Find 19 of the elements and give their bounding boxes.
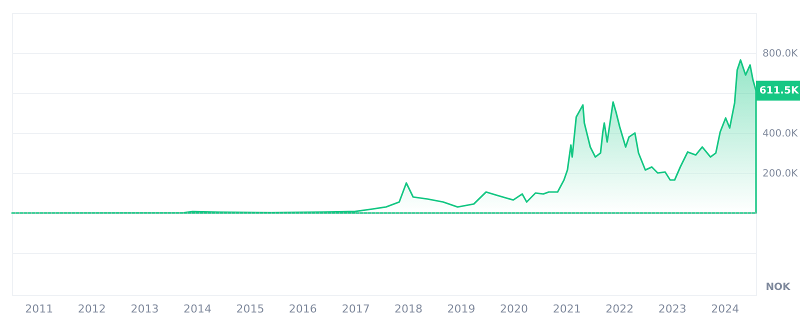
x-tick-label: 2012: [78, 302, 106, 316]
y-tick-label: 800.0K: [762, 48, 798, 60]
x-tick-label: 2018: [394, 302, 423, 316]
y-tick-label: 400.0K: [762, 128, 798, 140]
x-tick-label: 2020: [500, 302, 528, 316]
x-tick-label: 2019: [447, 302, 476, 316]
x-tick-label: 2013: [130, 302, 159, 316]
x-tick-label: 2021: [552, 302, 581, 316]
x-tick-label: 2024: [711, 302, 740, 316]
text: NOK: [766, 282, 792, 293]
x-tick-label: 2015: [236, 302, 264, 316]
x-tick-label: 2011: [25, 302, 54, 316]
x-tick-label: 2016: [288, 302, 317, 316]
x-tick-label: 2023: [658, 302, 686, 316]
x-tick-label: 2014: [183, 302, 212, 316]
annotation: 611.5K: [759, 86, 800, 97]
y-tick-label: 200.0K: [762, 168, 798, 180]
x-tick-label: 2017: [342, 302, 370, 316]
x-tick-label: 2022: [606, 302, 634, 316]
